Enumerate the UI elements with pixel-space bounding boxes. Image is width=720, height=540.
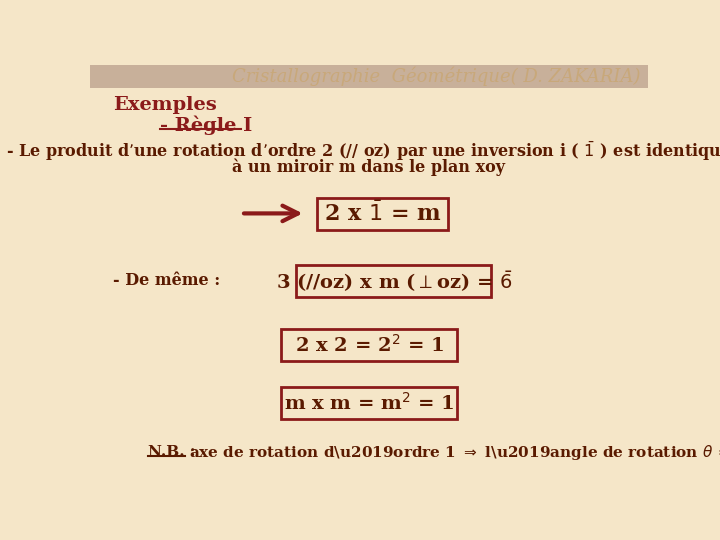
FancyBboxPatch shape — [296, 265, 492, 298]
Text: Exemples: Exemples — [113, 96, 217, 114]
Text: N.B. :: N.B. : — [148, 445, 196, 459]
Text: - Règle I: - Règle I — [160, 115, 252, 134]
FancyBboxPatch shape — [281, 329, 457, 361]
Text: - Le produit d’une rotation d’ordre 2 (// oz) par une inversion i ( $\bar{1}$ ) : - Le produit d’une rotation d’ordre 2 (/… — [6, 139, 720, 163]
Text: Cristallographie  Géométrique( D. ZAKARIA): Cristallographie Géométrique( D. ZAKARIA… — [232, 66, 640, 86]
Text: 2 x 2 = 2$^2$ = 1: 2 x 2 = 2$^2$ = 1 — [294, 334, 444, 356]
Text: m x m = m$^2$ = 1: m x m = m$^2$ = 1 — [284, 392, 454, 414]
Text: à un miroir m dans le plan xoy: à un miroir m dans le plan xoy — [233, 158, 505, 176]
FancyBboxPatch shape — [317, 198, 448, 231]
Text: 3 (//oz) x m ($\perp$oz) = $\bar{6}$: 3 (//oz) x m ($\perp$oz) = $\bar{6}$ — [276, 269, 512, 294]
FancyBboxPatch shape — [281, 387, 457, 419]
Text: axe de rotation d\u2019ordre 1 $\Rightarrow$ l\u2019angle de rotation $\theta$ =: axe de rotation d\u2019ordre 1 $\Rightar… — [189, 443, 720, 462]
Text: - De même :: - De même : — [113, 272, 220, 289]
FancyBboxPatch shape — [90, 65, 648, 88]
Text: 2 x $\bar{1}$ = m: 2 x $\bar{1}$ = m — [324, 202, 442, 226]
